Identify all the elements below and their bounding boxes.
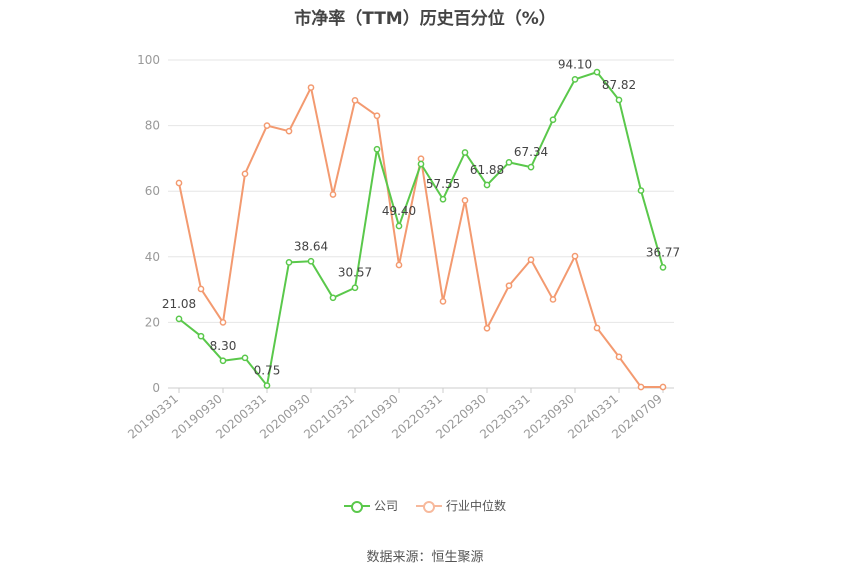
source-note: 数据来源：恒生聚源 xyxy=(366,550,484,565)
industry-median-line xyxy=(178,86,663,389)
company-point xyxy=(219,357,227,365)
industry-median-point xyxy=(461,197,469,204)
company-line xyxy=(178,71,664,387)
industry-median-point xyxy=(241,170,249,178)
legend-industry-swatch-icon xyxy=(416,499,442,513)
company-point xyxy=(505,158,513,166)
legend-company-swatch-icon xyxy=(343,499,370,513)
company-point xyxy=(395,222,403,230)
company-point xyxy=(241,354,249,362)
industry-median-point xyxy=(417,155,425,163)
y-tick-label: 60 xyxy=(145,184,160,198)
legend-industry-label: 行业中位数 xyxy=(446,499,507,513)
data-label: 36.77 xyxy=(646,245,680,259)
data-label: 8.30 xyxy=(210,339,237,353)
industry-median-point xyxy=(505,282,513,290)
data-label: 38.64 xyxy=(294,239,328,253)
company-point xyxy=(461,149,469,156)
y-tick-label: 100 xyxy=(137,53,160,67)
axes: 0204060801002019033120190930202003312020… xyxy=(125,53,674,442)
data-label: 57.55 xyxy=(426,177,460,191)
industry-median-point xyxy=(373,112,381,120)
legend-item-industry-median[interactable]: 行业中位数 xyxy=(416,497,506,514)
legend-company-label: 公司 xyxy=(373,499,398,513)
y-tick-label: 40 xyxy=(145,250,160,264)
company-point xyxy=(637,187,645,194)
company-point xyxy=(197,332,205,340)
industry-median-point xyxy=(263,122,271,129)
series-lines xyxy=(175,68,667,391)
industry-median-point xyxy=(527,256,535,264)
industry-median-point xyxy=(439,298,447,305)
company-point xyxy=(285,259,293,266)
company-point xyxy=(307,257,315,265)
data-label: 67.34 xyxy=(514,145,548,159)
industry-median-point xyxy=(637,383,645,391)
data-label: 21.08 xyxy=(162,297,196,311)
industry-median-point xyxy=(549,296,557,303)
company-point xyxy=(175,315,183,323)
industry-median-point xyxy=(659,383,667,391)
company-point xyxy=(329,294,337,302)
data-label: 61.88 xyxy=(470,163,504,177)
company-point xyxy=(659,264,667,271)
company-point xyxy=(351,284,359,292)
company-point xyxy=(439,195,447,203)
industry-median-point xyxy=(483,324,491,332)
company-point xyxy=(373,145,381,153)
industry-median-point xyxy=(615,353,623,361)
industry-median-point xyxy=(307,84,315,91)
y-tick-label: 20 xyxy=(145,315,160,329)
data-label: 94.10 xyxy=(558,57,592,71)
industry-median-point xyxy=(593,324,601,332)
company-point xyxy=(527,163,535,171)
industry-median-point xyxy=(197,285,205,293)
legend-item-company[interactable]: 公司 xyxy=(343,497,398,514)
data-label: 0.75 xyxy=(254,364,281,378)
industry-median-point xyxy=(395,261,403,269)
legend: 公司 行业中位数 xyxy=(0,497,850,514)
chart-title: 市净率（TTM）历史百分位（%） xyxy=(294,9,556,29)
company-point xyxy=(549,116,557,124)
company-point xyxy=(483,181,491,189)
data-label: 87.82 xyxy=(602,78,636,92)
company-point xyxy=(417,160,425,168)
industry-median-point xyxy=(571,252,579,260)
grid-lines xyxy=(168,59,674,323)
y-tick-label: 80 xyxy=(145,119,160,133)
company-point xyxy=(571,76,579,83)
industry-median-point xyxy=(285,127,293,135)
company-point xyxy=(263,382,271,389)
industry-median-point xyxy=(329,191,337,198)
industry-median-point xyxy=(219,319,227,326)
company-point xyxy=(593,68,601,76)
company-point xyxy=(615,96,623,104)
data-labels: 21.08 8.30 0.75 38.64 30.57 49.40 57.55 61.88 67… xyxy=(162,57,680,377)
industry-median-point xyxy=(175,179,183,187)
data-label: 30.57 xyxy=(338,266,372,280)
data-label: 49.40 xyxy=(382,204,416,218)
industry-median-point xyxy=(351,96,359,104)
y-tick-label: 0 xyxy=(152,381,160,395)
